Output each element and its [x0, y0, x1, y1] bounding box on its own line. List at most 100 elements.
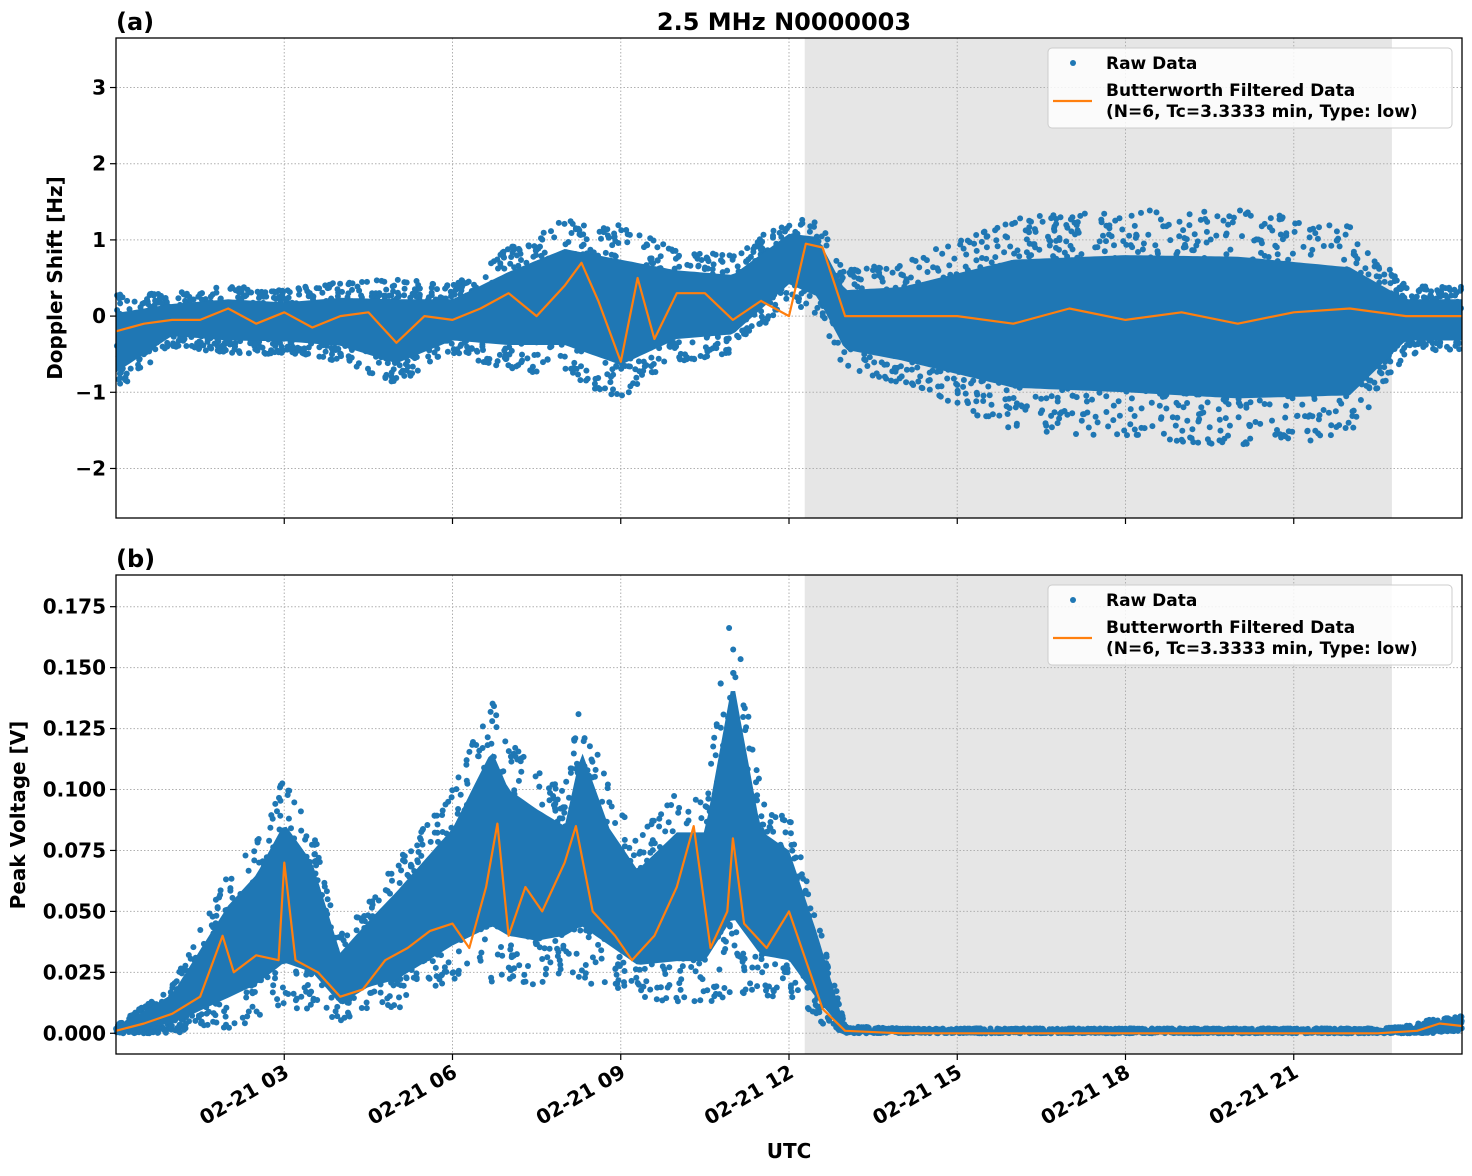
raw-data-point — [690, 339, 696, 345]
raw-data-point — [274, 996, 280, 1002]
raw-data-point — [1179, 428, 1185, 434]
raw-data-point — [680, 963, 686, 969]
raw-data-point — [551, 234, 557, 240]
raw-data-point — [1166, 222, 1172, 228]
raw-data-point — [1063, 238, 1069, 244]
raw-data-point — [321, 880, 327, 886]
raw-data-point — [488, 975, 494, 981]
raw-data-point — [395, 290, 401, 296]
raw-data-point — [295, 348, 301, 354]
raw-data-point — [1005, 424, 1011, 430]
raw-data-point — [627, 232, 633, 238]
raw-data-point — [883, 266, 889, 272]
raw-data-point — [418, 853, 424, 859]
raw-data-point — [603, 250, 609, 256]
raw-data-point — [1268, 215, 1274, 221]
raw-data-point — [933, 246, 939, 252]
raw-data-point — [731, 253, 737, 259]
raw-data-point — [893, 379, 899, 385]
raw-data-point — [429, 292, 435, 298]
raw-data-point — [508, 942, 514, 948]
raw-data-point — [779, 225, 785, 231]
raw-data-point — [596, 385, 602, 391]
raw-data-point — [261, 350, 267, 356]
raw-data-point — [749, 987, 755, 993]
raw-data-point — [199, 1019, 205, 1025]
raw-data-point — [1422, 284, 1428, 290]
raw-data-point — [488, 709, 494, 715]
raw-data-point — [1177, 219, 1183, 225]
raw-data-point — [418, 837, 424, 843]
raw-data-point — [538, 235, 544, 241]
raw-data-point — [415, 368, 421, 374]
raw-data-point — [581, 223, 587, 229]
raw-data-point — [194, 340, 200, 346]
raw-data-point — [789, 994, 795, 1000]
raw-data-point — [1351, 249, 1357, 255]
raw-data-point — [1223, 415, 1229, 421]
raw-data-point — [727, 989, 733, 995]
raw-data-point — [464, 961, 470, 967]
raw-data-point — [840, 275, 846, 281]
raw-data-point — [272, 975, 278, 981]
raw-data-point — [739, 328, 745, 334]
raw-data-point — [516, 778, 522, 784]
raw-data-point — [256, 836, 262, 842]
raw-data-point — [229, 876, 235, 882]
raw-data-point — [485, 734, 491, 740]
raw-data-point — [786, 223, 792, 229]
raw-data-point — [324, 1005, 330, 1011]
raw-data-point — [1004, 403, 1010, 409]
raw-data-point — [1037, 213, 1043, 219]
raw-data-point — [1247, 423, 1253, 429]
raw-data-point — [502, 738, 508, 744]
raw-data-point — [1412, 351, 1418, 357]
raw-data-point — [356, 360, 362, 366]
raw-data-point — [1333, 408, 1339, 414]
raw-data-point — [681, 994, 687, 1000]
raw-data-point — [401, 279, 407, 285]
raw-data-point — [256, 860, 262, 866]
raw-data-point — [693, 968, 699, 974]
raw-data-point — [740, 714, 746, 720]
raw-data-point — [507, 261, 513, 267]
legend-filtered-params: (N=6, Tc=3.3333 min, Type: low) — [1106, 102, 1418, 122]
raw-data-point — [1373, 386, 1379, 392]
raw-data-point — [314, 285, 320, 291]
raw-data-point — [871, 359, 877, 365]
raw-data-point — [1381, 272, 1387, 278]
raw-data-point — [967, 239, 973, 245]
raw-data-point — [1201, 209, 1207, 215]
panel-a-ylabel: Doppler Shift [Hz] — [43, 176, 67, 380]
raw-data-point — [543, 971, 549, 977]
raw-data-point — [747, 980, 753, 986]
raw-data-point — [671, 793, 677, 799]
raw-data-point — [970, 408, 976, 414]
raw-data-point — [1158, 416, 1164, 422]
raw-data-point — [574, 366, 580, 372]
raw-data-point — [442, 969, 448, 975]
raw-data-point — [247, 340, 253, 346]
raw-data-point — [525, 963, 531, 969]
raw-data-point — [376, 360, 382, 366]
raw-data-point — [716, 967, 722, 973]
raw-data-point — [1346, 420, 1352, 426]
raw-data-point — [656, 356, 662, 362]
raw-data-point — [571, 751, 577, 757]
raw-data-point — [1053, 221, 1059, 227]
raw-data-point — [993, 237, 999, 243]
raw-data-point — [430, 281, 436, 287]
raw-data-point — [1083, 393, 1089, 399]
raw-data-point — [408, 373, 414, 379]
raw-data-point — [272, 343, 278, 349]
raw-data-point — [1109, 233, 1115, 239]
raw-data-point — [1103, 409, 1109, 415]
raw-data-point — [662, 828, 668, 834]
raw-data-point — [1214, 213, 1220, 219]
raw-data-point — [604, 371, 610, 377]
raw-data-point — [542, 250, 548, 256]
raw-data-point — [243, 995, 249, 1001]
raw-data-point — [1038, 410, 1044, 416]
raw-data-point — [1277, 431, 1283, 437]
raw-data-point — [268, 350, 274, 356]
